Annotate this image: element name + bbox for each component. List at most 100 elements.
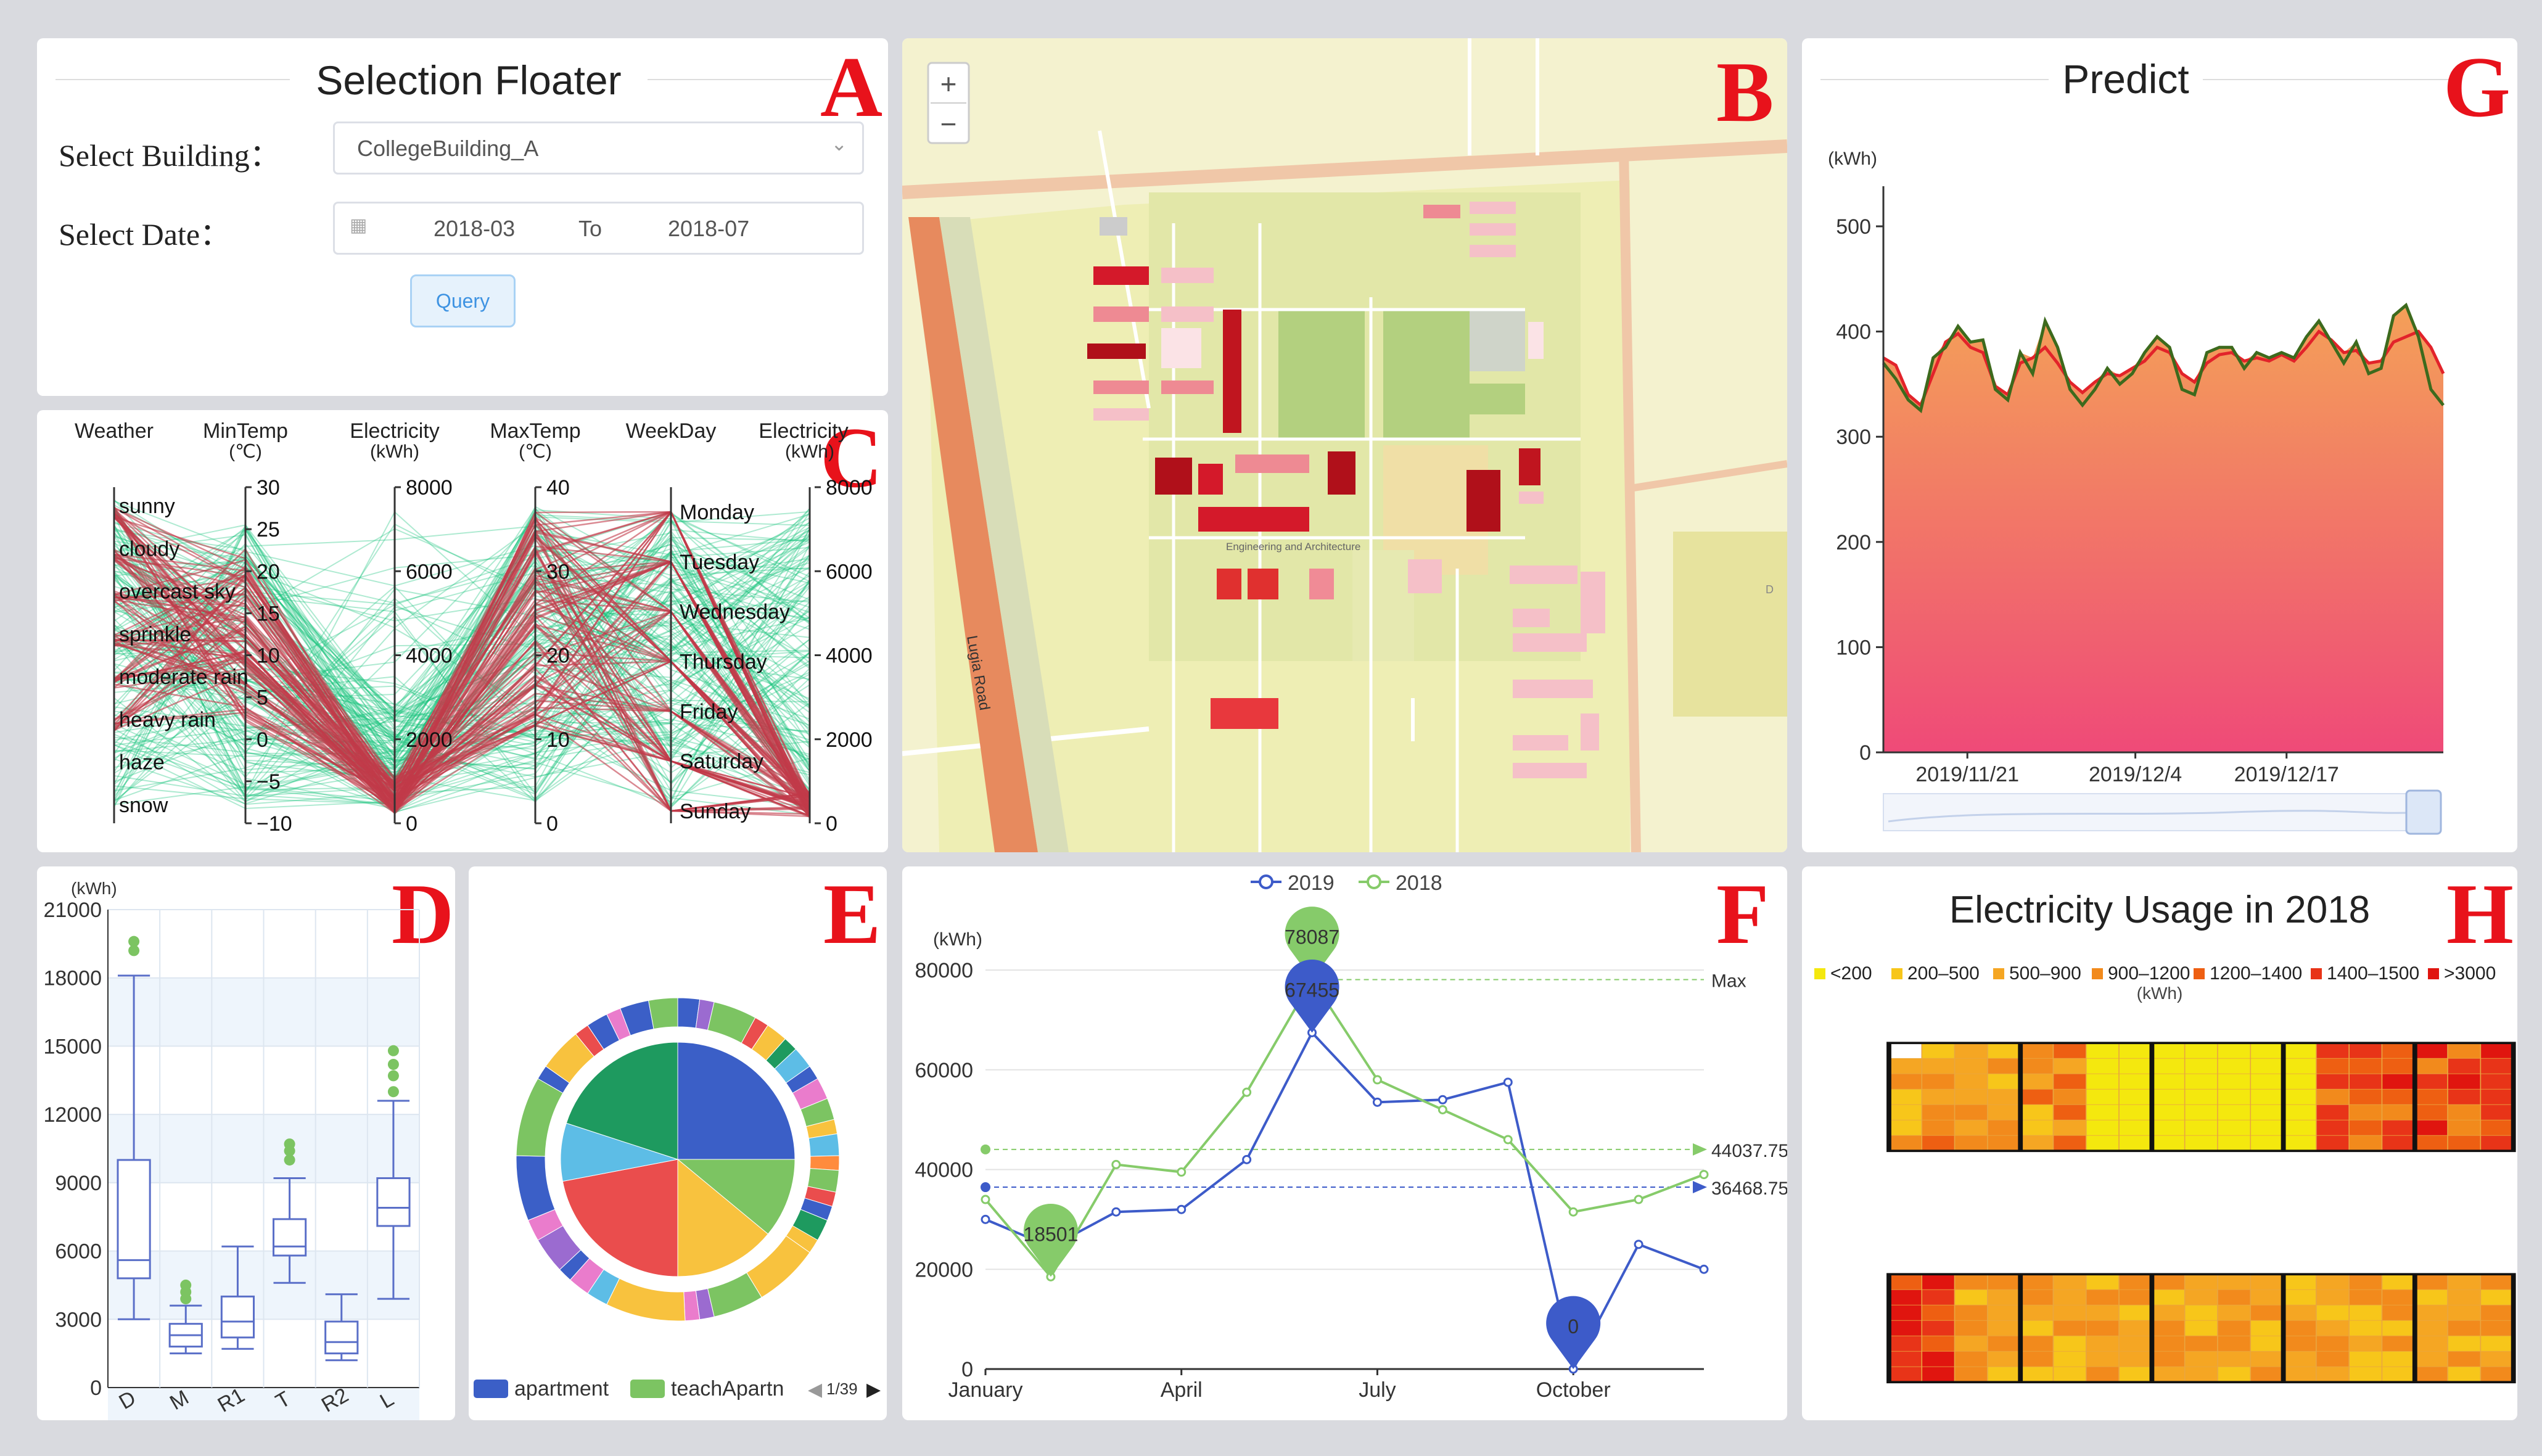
- heatmap-cell[interactable]: [2316, 1058, 2350, 1074]
- building[interactable]: [1513, 680, 1593, 698]
- heatmap-cell[interactable]: [2480, 1335, 2514, 1352]
- data-point[interactable]: [1634, 1195, 1643, 1204]
- building[interactable]: [1519, 448, 1540, 485]
- heatmap-cell[interactable]: [2348, 1088, 2383, 1105]
- building[interactable]: [1100, 217, 1127, 236]
- pie-slice[interactable]: [648, 997, 678, 1030]
- marker-pin[interactable]: [1023, 1203, 1078, 1277]
- heatmap-cell[interactable]: [2151, 1289, 2186, 1306]
- heatmap-cell[interactable]: [2348, 1119, 2383, 1136]
- heatmap-cell[interactable]: [2316, 1320, 2350, 1336]
- parallel-coordinates-chart[interactable]: Weather MinTemp(℃)Electricity(kWh)MaxTemp…: [37, 410, 888, 852]
- data-point[interactable]: [1111, 1207, 1121, 1217]
- heatmap-cell[interactable]: [2447, 1320, 2482, 1336]
- heatmap-cell[interactable]: [2316, 1135, 2350, 1151]
- box[interactable]: [220, 1295, 255, 1339]
- outlier[interactable]: [128, 936, 140, 947]
- legend-label[interactable]: <200: [1830, 963, 1872, 984]
- heatmap-cell[interactable]: [2316, 1042, 2350, 1059]
- heatmap-cell[interactable]: [2020, 1119, 2054, 1136]
- heatmap-cell[interactable]: [2086, 1119, 2120, 1136]
- heatmap-cell[interactable]: [2020, 1058, 2054, 1074]
- heatmap-cell[interactable]: [2316, 1366, 2350, 1383]
- heatmap-cell[interactable]: [2414, 1351, 2448, 1367]
- heatmap-cell[interactable]: [2052, 1073, 2087, 1090]
- heatmap-cell[interactable]: [1921, 1135, 1956, 1151]
- data-point[interactable]: [981, 1214, 990, 1224]
- heatmap-cell[interactable]: [2282, 1304, 2317, 1321]
- heatmap-cell[interactable]: [2414, 1366, 2448, 1383]
- heatmap-cell[interactable]: [2348, 1320, 2383, 1336]
- heatmap-cell[interactable]: [1921, 1073, 1956, 1090]
- heatmap-cell[interactable]: [2118, 1335, 2153, 1352]
- heatmap-cell[interactable]: [2348, 1273, 2383, 1290]
- heatmap-cell[interactable]: [2151, 1366, 2186, 1383]
- pie-slice[interactable]: [606, 1278, 686, 1322]
- heatmap-cell[interactable]: [2381, 1320, 2416, 1336]
- heatmap-cell[interactable]: [2151, 1273, 2186, 1290]
- heatmap-cell[interactable]: [2020, 1351, 2054, 1367]
- heatmap-cell[interactable]: [2151, 1335, 2186, 1352]
- data-point[interactable]: [981, 1195, 990, 1204]
- heatmap-cell[interactable]: [2052, 1042, 2087, 1059]
- building[interactable]: [1470, 202, 1516, 214]
- heatmap-cell[interactable]: [2447, 1304, 2482, 1321]
- heatmap-cell[interactable]: [2447, 1119, 2482, 1136]
- heatmap-cell[interactable]: [2086, 1273, 2120, 1290]
- heatmap-cell[interactable]: [1888, 1119, 1923, 1136]
- legend-2019[interactable]: 2019: [1288, 871, 1335, 895]
- heatmap-cell[interactable]: [2184, 1366, 2218, 1383]
- heatmap-cell[interactable]: [2447, 1058, 2482, 1074]
- outlier[interactable]: [387, 1070, 399, 1082]
- predict-chart[interactable]: (kWh) 500 400 300 200 100 0 2019/11/21 2019/12…: [1802, 38, 2517, 852]
- heatmap-cell[interactable]: [2217, 1058, 2252, 1074]
- legend-label[interactable]: 1200–1400: [2210, 963, 2302, 984]
- heatmap-cell[interactable]: [1987, 1088, 2021, 1105]
- heatmap-cell[interactable]: [2217, 1304, 2252, 1321]
- heatmap-cell[interactable]: [1921, 1289, 1956, 1306]
- heatmap-cell[interactable]: [2282, 1335, 2317, 1352]
- pie-slice[interactable]: [562, 1159, 678, 1277]
- legend-label[interactable]: >3000: [2444, 963, 2496, 984]
- heatmap-cell[interactable]: [2151, 1073, 2186, 1090]
- heatmap-cell[interactable]: [2184, 1042, 2218, 1059]
- zoom-in-button[interactable]: +: [940, 68, 957, 100]
- heatmap-cell[interactable]: [1954, 1088, 1988, 1105]
- heatmap-cell[interactable]: [2282, 1042, 2317, 1059]
- data-point[interactable]: [1242, 1087, 1252, 1097]
- heatmap-cell[interactable]: [2020, 1273, 2054, 1290]
- heatmap-cell[interactable]: [2414, 1104, 2448, 1121]
- heatmap-cell[interactable]: [2348, 1351, 2383, 1367]
- data-point[interactable]: [1177, 1167, 1187, 1177]
- building[interactable]: [1161, 268, 1214, 283]
- building[interactable]: [1217, 569, 1241, 599]
- building[interactable]: [1470, 223, 1516, 236]
- heatmap-cell[interactable]: [2381, 1119, 2416, 1136]
- heatmap-cell[interactable]: [2020, 1104, 2054, 1121]
- heatmap-cell[interactable]: [2250, 1273, 2284, 1290]
- heatmap-cell[interactable]: [2217, 1273, 2252, 1290]
- data-point[interactable]: [1177, 1204, 1187, 1214]
- heatmap-cell[interactable]: [2316, 1304, 2350, 1321]
- building[interactable]: [1235, 454, 1309, 473]
- heatmap-cell[interactable]: [2052, 1351, 2087, 1367]
- building[interactable]: [1470, 245, 1516, 257]
- heatmap-cell[interactable]: [2250, 1042, 2284, 1059]
- heatmap-cell[interactable]: [1921, 1335, 1956, 1352]
- data-point[interactable]: [1634, 1240, 1643, 1249]
- heatmap-cell[interactable]: [2118, 1351, 2153, 1367]
- heatmap-cell[interactable]: [2020, 1073, 2054, 1090]
- building[interactable]: [1423, 205, 1460, 218]
- heatmap-cell[interactable]: [2316, 1088, 2350, 1105]
- heatmap-cell[interactable]: [2480, 1273, 2514, 1290]
- heatmap-cell[interactable]: [2348, 1135, 2383, 1151]
- heatmap-cell[interactable]: [2118, 1058, 2153, 1074]
- heatmap-cell[interactable]: [2414, 1320, 2448, 1336]
- heatmap-cell[interactable]: [2217, 1366, 2252, 1383]
- heatmap-cell[interactable]: [2250, 1289, 2284, 1306]
- heatmap-cell[interactable]: [1921, 1042, 1956, 1059]
- building[interactable]: [1581, 714, 1599, 751]
- date-start[interactable]: 2018-03: [434, 216, 516, 241]
- heatmap-cell[interactable]: [2184, 1104, 2218, 1121]
- heatmap-cell[interactable]: [2447, 1289, 2482, 1306]
